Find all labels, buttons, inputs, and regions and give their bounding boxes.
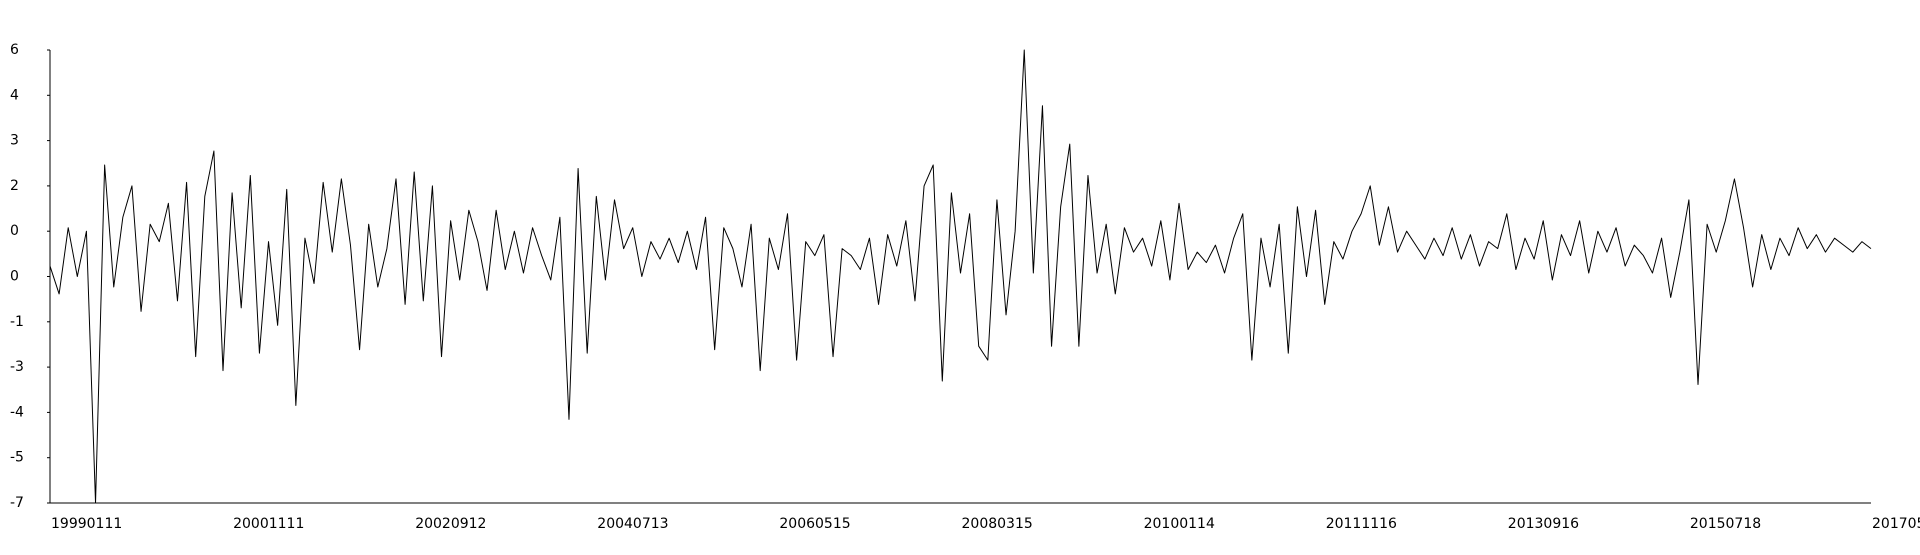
y-tick-label: -4 <box>10 404 24 420</box>
x-tick-label: 20001111 <box>233 516 304 532</box>
x-tick-label: 20150718 <box>1690 516 1761 532</box>
y-tick-label: 0 <box>10 269 19 285</box>
x-tick-label: 20040713 <box>597 516 668 532</box>
y-tick-label: 2 <box>10 178 19 194</box>
x-tick-label: 20100114 <box>1144 516 1215 532</box>
x-tick-label: 201705 <box>1872 516 1920 532</box>
data-line <box>49 49 1872 504</box>
x-tick-label: 20080315 <box>962 516 1033 532</box>
y-tick-label: 6 <box>10 42 19 58</box>
y-tick-label: -7 <box>10 495 24 511</box>
y-tick-label: 3 <box>10 133 19 149</box>
x-tick-label: 20020912 <box>415 516 486 532</box>
y-tick-label: -1 <box>10 314 24 330</box>
y-tick-label: -5 <box>10 450 24 466</box>
x-tick-label: 20060515 <box>779 516 850 532</box>
y-tick-label: 0 <box>10 223 19 239</box>
x-tick-label: 20130916 <box>1508 516 1579 532</box>
y-tick-label: 4 <box>10 87 19 103</box>
x-tick-label: 19990111 <box>51 516 122 532</box>
y-tick-label: -3 <box>10 359 24 375</box>
x-tick-label: 20111116 <box>1326 516 1397 532</box>
